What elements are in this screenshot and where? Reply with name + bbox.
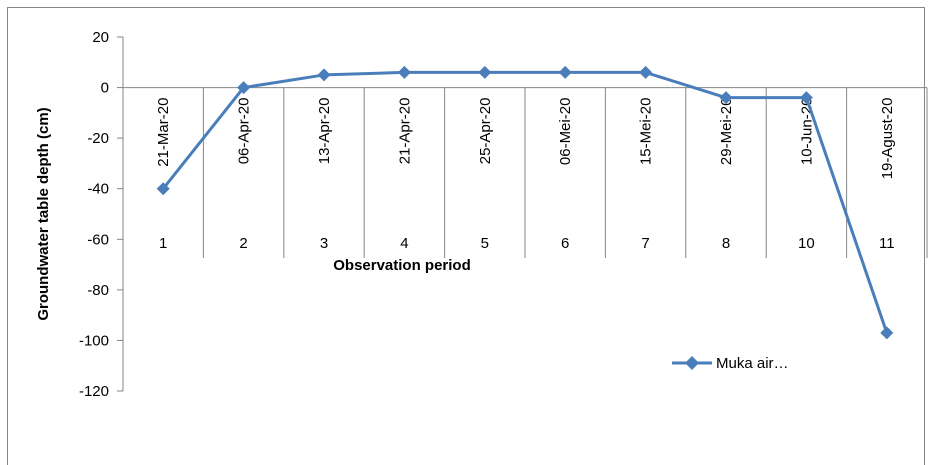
x-category-label: 5 — [481, 235, 489, 252]
x-axis-title: Observation period — [333, 257, 471, 274]
data-point — [558, 65, 572, 79]
data-point — [478, 65, 492, 79]
data-point — [317, 68, 331, 82]
y-axis-title: Groundwater table depth (cm) — [35, 107, 52, 320]
x-date-label: 25-Apr-20 — [477, 98, 494, 165]
x-date-label: 19-Agust-20 — [879, 98, 896, 180]
data-point — [799, 91, 813, 105]
data-point — [156, 182, 170, 196]
x-category-label: 3 — [320, 235, 328, 252]
y-tick-label: -80 — [87, 282, 109, 299]
data-point — [397, 65, 411, 79]
y-tick-label: -20 — [87, 130, 109, 147]
y-tick-label: 20 — [92, 29, 109, 46]
x-axis: 21-Mar-20 06-Apr-20 13-Apr-20 21-Apr-20 25-A… — [122, 87, 928, 258]
x-category-label: 4 — [400, 235, 408, 252]
legend-marker — [685, 356, 699, 370]
y-tick-label: -60 — [87, 231, 109, 248]
x-category-label: 1 — [159, 235, 167, 252]
x-category-label: 10 — [798, 235, 815, 252]
series-layer — [156, 65, 894, 340]
y-tick-label: -120 — [79, 383, 109, 400]
y-tick-label: 0 — [101, 80, 109, 97]
x-date-label: 21-Apr-20 — [396, 98, 413, 165]
legend: Muka air… — [672, 355, 789, 372]
data-point — [237, 81, 251, 95]
x-category-label: 7 — [641, 235, 649, 252]
x-category-label: 2 — [239, 235, 247, 252]
y-tick-label: -40 — [87, 181, 109, 198]
x-category-label: 6 — [561, 235, 569, 252]
x-date-label: 21-Mar-20 — [155, 98, 172, 167]
x-date-label: 10-Jun-20 — [798, 98, 815, 166]
x-date-label: 06-Mei-20 — [557, 98, 574, 166]
data-point — [719, 91, 733, 105]
data-point — [880, 326, 894, 340]
y-tick-label: -100 — [79, 332, 109, 349]
x-date-label: 06-Apr-20 — [236, 98, 253, 165]
y-axis: 20 0 -20 -40 -60 -80 -100 -120 — [79, 29, 124, 400]
data-point — [639, 65, 653, 79]
x-date-label: 15-Mei-20 — [638, 98, 655, 166]
x-date-label: 29-Mei-20 — [718, 98, 735, 166]
x-category-label: 8 — [722, 235, 730, 252]
x-date-label: 13-Apr-20 — [316, 98, 333, 165]
series-line — [162, 70, 889, 334]
x-category-label: 11 — [879, 235, 895, 252]
chart-border — [7, 7, 925, 465]
legend-label: Muka air… — [716, 355, 789, 372]
